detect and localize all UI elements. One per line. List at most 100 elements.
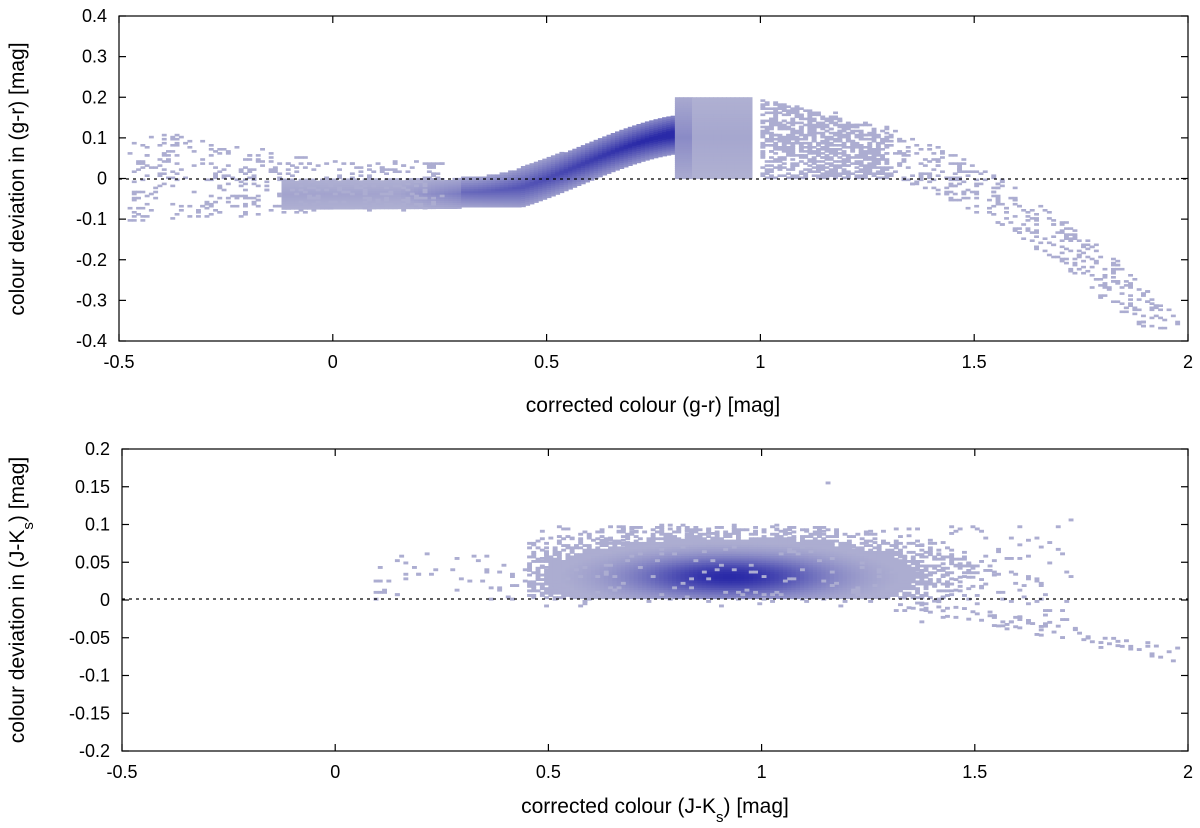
density-bin [452, 200, 458, 203]
density-bin [717, 141, 723, 145]
density-bin [726, 131, 732, 135]
density-bin [315, 194, 321, 198]
density-bin [1141, 314, 1146, 318]
density-bin [811, 129, 817, 133]
density-bin [655, 573, 660, 577]
density-bin [170, 144, 176, 147]
density-bin [697, 539, 703, 543]
density-bin [1145, 300, 1151, 303]
density-bin [448, 194, 454, 197]
density-bin [867, 168, 873, 171]
density-bin [687, 111, 693, 115]
density-bin [884, 168, 890, 171]
density-bin [727, 594, 733, 597]
density-bin [478, 192, 484, 196]
density-bin [734, 162, 740, 165]
density-bin [697, 528, 703, 532]
density-bin [482, 176, 488, 180]
density-bin [508, 202, 513, 206]
density-bin [619, 150, 625, 153]
density-bin [734, 131, 740, 135]
density-bin [642, 594, 648, 597]
density-bin [683, 158, 689, 161]
density-bin [807, 150, 813, 153]
density-bin [816, 113, 821, 117]
density-bin [341, 190, 347, 194]
density-bin [561, 575, 567, 579]
density-bin [328, 192, 334, 196]
density-bin [629, 587, 635, 591]
density-bin [636, 136, 642, 139]
density-bin [880, 139, 885, 143]
density-bin [559, 160, 565, 163]
density-bin [1025, 211, 1031, 214]
density-bin [726, 172, 732, 175]
density-bin [640, 138, 646, 142]
density-bin [405, 200, 411, 204]
density-bin [595, 546, 601, 550]
density-bin [961, 170, 967, 173]
density-bin [662, 139, 667, 143]
density-bin [700, 119, 706, 123]
density-bin [683, 107, 689, 110]
density-bin [431, 166, 436, 169]
density-bin [713, 117, 719, 121]
density-bin [591, 560, 596, 563]
density-bin [674, 107, 680, 110]
density-bin [666, 138, 672, 142]
density-bin [709, 146, 714, 149]
density-bin [743, 101, 749, 104]
density-bin [667, 571, 673, 575]
density-bin [721, 133, 727, 137]
density-bin [586, 553, 592, 557]
density-bin [136, 162, 141, 165]
density-bin [345, 178, 351, 181]
density-bin [721, 154, 727, 157]
density-bin [486, 198, 492, 202]
density-bin [858, 154, 864, 157]
density-bin [568, 170, 573, 174]
density-bin [535, 575, 541, 579]
density-bin [730, 141, 736, 145]
density-bin [642, 582, 648, 586]
density-bin [625, 580, 631, 584]
density-bin [589, 161, 595, 165]
density-bin [683, 154, 689, 157]
density-bin [676, 560, 682, 563]
density-bin [642, 564, 648, 568]
density-bin [845, 170, 851, 173]
density-bin [597, 154, 603, 157]
density-bin [700, 172, 706, 175]
density-bin [811, 135, 817, 139]
density-bin [786, 154, 791, 157]
density-bin [1038, 204, 1044, 208]
density-bin [620, 596, 626, 600]
density-bin [260, 148, 265, 151]
density-bin [727, 596, 733, 600]
density-bin [409, 190, 415, 193]
density-bin [599, 578, 605, 581]
density-bin [845, 125, 851, 129]
density-bin [627, 155, 633, 158]
density-bin [591, 555, 596, 559]
density-bin [646, 557, 652, 561]
density-bin [140, 190, 146, 194]
density-bin [311, 182, 317, 186]
density-bin [439, 178, 445, 182]
density-bin [341, 184, 347, 188]
density-bin [144, 164, 150, 167]
density-bin [692, 170, 697, 173]
density-bin [642, 575, 648, 579]
density-bin [781, 105, 787, 108]
density-bin [672, 539, 677, 543]
density-bin [563, 160, 569, 163]
density-bin [582, 553, 588, 557]
density-bin [544, 580, 549, 584]
density-bin [456, 200, 462, 203]
density-bin [341, 202, 347, 206]
density-bin [531, 582, 537, 586]
density-bin [620, 584, 626, 588]
density-bin [760, 129, 766, 133]
density-bin [422, 198, 428, 201]
density-bin [633, 578, 639, 581]
